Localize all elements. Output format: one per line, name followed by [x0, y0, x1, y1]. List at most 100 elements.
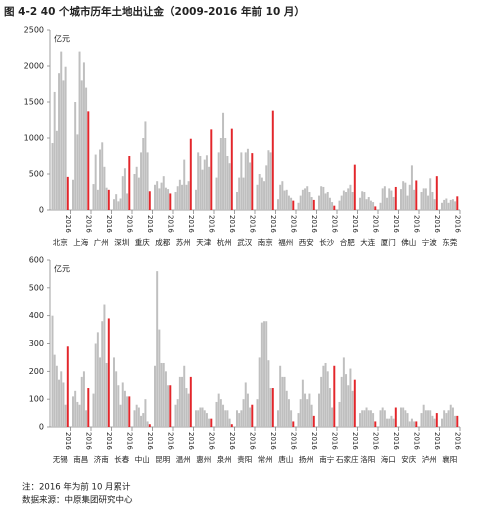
year-label: 2016: [64, 432, 72, 450]
bar: [244, 382, 247, 427]
bar: [105, 187, 108, 210]
bar: [101, 142, 104, 210]
bar: [441, 202, 443, 210]
bar: [51, 315, 54, 427]
year-label: 2016: [269, 215, 277, 233]
bar: [424, 188, 427, 210]
x-tick-label: 南京: [258, 237, 273, 247]
bar: [74, 102, 77, 210]
bar: [390, 415, 393, 427]
bar: [60, 51, 63, 210]
bar: [256, 184, 259, 210]
x-tick-label: 南宁: [319, 454, 334, 464]
bar: [269, 388, 272, 427]
bar: [322, 186, 325, 210]
bar: [82, 62, 85, 211]
bar: [222, 112, 225, 210]
bar: [367, 197, 370, 210]
bar: [292, 200, 295, 210]
bar: [424, 410, 427, 427]
year-label: 2016: [289, 432, 297, 450]
bar: [64, 66, 67, 210]
bar: [279, 365, 282, 427]
bar: [310, 197, 313, 210]
year-label: 2016: [412, 215, 420, 233]
x-tick-label: 长沙: [319, 237, 334, 247]
bar: [126, 193, 129, 210]
bar: [107, 189, 110, 210]
bar: [76, 401, 79, 427]
bar: [258, 174, 261, 210]
bar: [328, 388, 331, 427]
bar: [326, 371, 329, 427]
bar: [297, 413, 300, 427]
bar: [447, 410, 450, 427]
bar: [174, 192, 177, 210]
bar: [189, 376, 192, 427]
year-label: 2016: [330, 432, 338, 450]
bar: [199, 407, 202, 427]
bar: [372, 202, 375, 210]
bar: [115, 371, 118, 427]
bar: [415, 180, 418, 210]
bar: [238, 413, 241, 427]
y-tick-label: 600: [29, 256, 44, 265]
bar: [217, 393, 220, 427]
bar: [340, 195, 343, 210]
bar: [322, 365, 325, 427]
x-tick-label: 成都: [155, 237, 170, 247]
bar: [386, 197, 389, 210]
y-tick-label: 0: [39, 206, 44, 215]
bar: [99, 149, 102, 210]
bar: [156, 181, 159, 210]
year-label: 2016: [146, 432, 154, 450]
bar: [402, 181, 405, 210]
bar: [203, 159, 206, 210]
bar: [454, 201, 457, 210]
bar: [242, 177, 245, 210]
bar: [189, 138, 192, 210]
x-tick-label: 武汉: [237, 237, 252, 247]
bar: [349, 184, 352, 210]
bar: [265, 165, 268, 210]
bar: [121, 176, 124, 210]
bar: [318, 393, 320, 427]
bar: [279, 184, 282, 210]
bar: [381, 188, 384, 210]
bar: [195, 410, 197, 427]
bar: [72, 179, 74, 210]
bar: [244, 152, 247, 210]
x-tick-label: 常州: [258, 455, 273, 464]
year-label: 2016: [412, 432, 420, 450]
x-tick-label: 海口: [381, 454, 396, 464]
bar: [197, 152, 200, 210]
bar: [146, 152, 149, 210]
bar: [187, 181, 190, 210]
year-label: 2016: [433, 432, 441, 450]
bar: [62, 80, 65, 211]
bar: [133, 174, 136, 210]
bar: [174, 404, 177, 427]
x-tick-label: 泉州: [217, 454, 232, 464]
bar: [55, 365, 58, 427]
bar: [140, 415, 143, 427]
bar: [338, 200, 341, 210]
year-label: 2016: [330, 215, 338, 233]
bar: [92, 184, 95, 210]
x-tick-label: 无锡: [53, 455, 68, 464]
bar: [312, 199, 315, 210]
year-label: 2016: [351, 215, 359, 233]
bar: [217, 152, 220, 210]
bar: [345, 374, 348, 427]
bar: [306, 186, 309, 210]
bar: [228, 163, 231, 210]
bar: [162, 362, 165, 427]
bar: [331, 407, 334, 427]
bar: [148, 424, 151, 427]
bar: [422, 404, 425, 427]
bar: [148, 191, 151, 210]
bar: [265, 321, 268, 427]
bar: [156, 271, 159, 427]
bar: [144, 399, 147, 427]
bar: [178, 179, 181, 210]
